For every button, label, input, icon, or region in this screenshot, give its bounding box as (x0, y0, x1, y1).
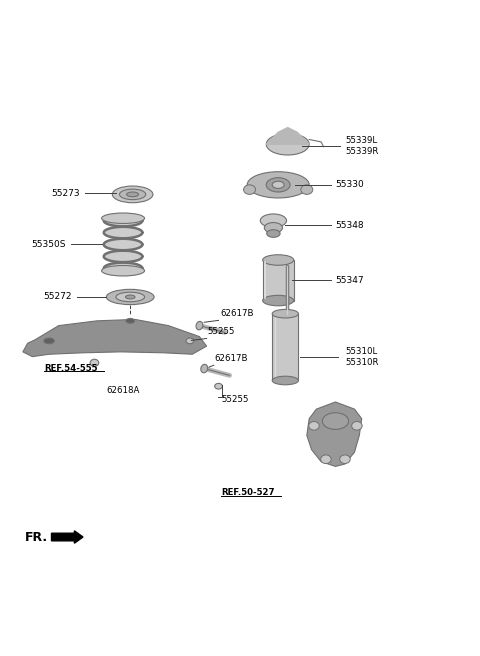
Ellipse shape (102, 266, 144, 276)
Text: 55347: 55347 (336, 276, 364, 285)
Text: 62618A: 62618A (107, 386, 140, 394)
Bar (272, 314, 299, 380)
Text: 55310L
55310R: 55310L 55310R (345, 346, 379, 367)
Ellipse shape (267, 230, 280, 237)
Ellipse shape (107, 289, 154, 304)
Ellipse shape (90, 359, 99, 367)
Text: 55348: 55348 (336, 221, 364, 230)
FancyArrow shape (51, 531, 83, 543)
Ellipse shape (127, 192, 139, 197)
Ellipse shape (120, 189, 146, 199)
Ellipse shape (352, 422, 362, 430)
Ellipse shape (125, 295, 135, 299)
Ellipse shape (312, 405, 360, 437)
Ellipse shape (260, 214, 287, 228)
Ellipse shape (186, 338, 194, 344)
Ellipse shape (44, 338, 54, 344)
Polygon shape (266, 127, 309, 144)
Text: 62617B: 62617B (215, 354, 248, 363)
Ellipse shape (264, 222, 282, 233)
Bar (263, 260, 294, 300)
Text: FR.: FR. (25, 531, 48, 544)
Text: 55255: 55255 (207, 327, 235, 336)
Ellipse shape (201, 364, 208, 373)
Ellipse shape (196, 321, 203, 330)
Text: 55255: 55255 (222, 395, 250, 404)
Polygon shape (23, 319, 206, 357)
Text: REF.54-555: REF.54-555 (44, 363, 98, 373)
Ellipse shape (263, 255, 294, 265)
Ellipse shape (301, 185, 313, 194)
Ellipse shape (243, 185, 255, 194)
Text: 55330: 55330 (336, 180, 364, 190)
Ellipse shape (112, 186, 153, 203)
Ellipse shape (272, 310, 299, 318)
Text: 55350S: 55350S (31, 240, 66, 249)
Polygon shape (104, 239, 143, 250)
Ellipse shape (272, 181, 284, 188)
Text: 55273: 55273 (51, 189, 80, 198)
Ellipse shape (309, 422, 319, 430)
Text: REF.50-527: REF.50-527 (221, 488, 275, 497)
Ellipse shape (263, 295, 294, 306)
Ellipse shape (323, 413, 348, 430)
Ellipse shape (215, 383, 222, 389)
Text: 62617B: 62617B (220, 310, 253, 318)
Ellipse shape (247, 172, 309, 198)
Ellipse shape (266, 178, 290, 192)
Ellipse shape (126, 318, 134, 323)
Polygon shape (307, 402, 362, 466)
Ellipse shape (340, 455, 350, 464)
Ellipse shape (116, 292, 144, 302)
Polygon shape (104, 215, 143, 226)
Polygon shape (104, 262, 143, 274)
Ellipse shape (266, 134, 309, 155)
Polygon shape (104, 251, 143, 262)
Text: 55272: 55272 (44, 293, 72, 302)
Text: 55339L
55339R: 55339L 55339R (345, 136, 378, 155)
Polygon shape (104, 227, 143, 238)
Ellipse shape (321, 455, 331, 464)
Ellipse shape (272, 376, 299, 385)
Ellipse shape (102, 213, 144, 224)
